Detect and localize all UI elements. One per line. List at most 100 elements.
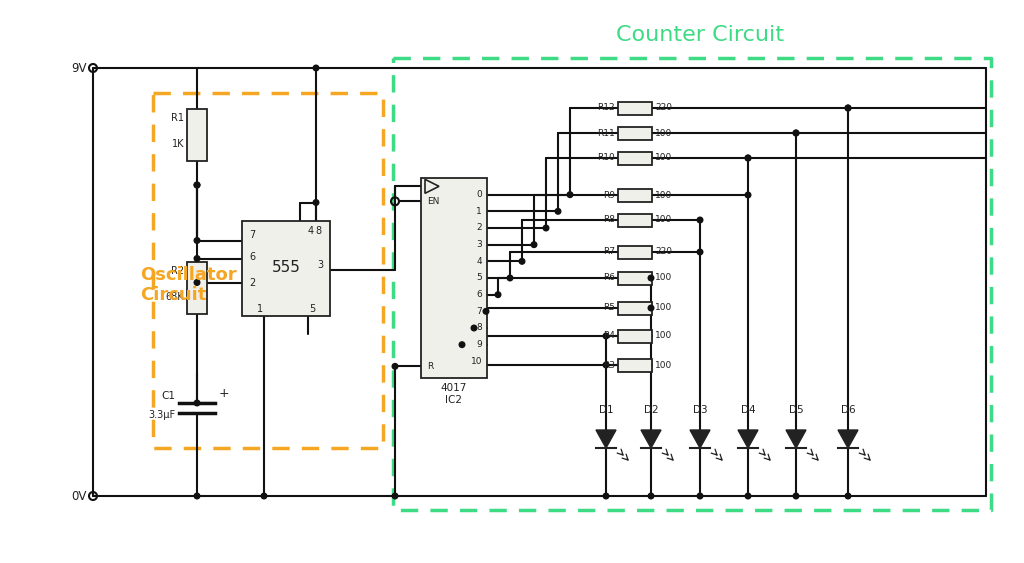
Bar (618, 271, 652, 284)
Text: R8: R8 (603, 216, 615, 225)
Text: 100: 100 (655, 360, 672, 369)
Bar (242, 221, 330, 315)
Circle shape (496, 292, 501, 297)
Circle shape (697, 249, 702, 255)
Text: R9: R9 (603, 190, 615, 199)
Text: R5: R5 (603, 303, 615, 312)
Bar (618, 189, 652, 202)
Circle shape (543, 225, 549, 231)
Text: 100: 100 (655, 128, 672, 137)
Text: 220: 220 (655, 104, 672, 113)
Text: 10: 10 (470, 357, 482, 366)
Text: 3: 3 (316, 260, 323, 270)
Bar (187, 109, 207, 161)
Text: R7: R7 (603, 248, 615, 257)
Text: 9: 9 (476, 340, 482, 349)
Polygon shape (690, 430, 710, 448)
Text: D4: D4 (740, 405, 756, 415)
Text: 7: 7 (476, 307, 482, 316)
Text: 100: 100 (655, 216, 672, 225)
Bar (187, 262, 207, 314)
Text: IC2: IC2 (445, 395, 463, 405)
Text: 0: 0 (476, 190, 482, 199)
Circle shape (195, 280, 200, 285)
Polygon shape (838, 430, 858, 448)
Circle shape (392, 364, 397, 369)
Circle shape (745, 493, 751, 499)
Text: EN: EN (427, 197, 439, 206)
Text: Counter Circuit: Counter Circuit (616, 25, 784, 45)
Text: 2: 2 (476, 224, 482, 233)
Circle shape (567, 192, 572, 198)
Text: 4: 4 (308, 226, 314, 235)
Polygon shape (738, 430, 758, 448)
Circle shape (459, 342, 465, 347)
Circle shape (519, 258, 524, 264)
Text: 100: 100 (655, 332, 672, 341)
Text: 0V: 0V (72, 489, 87, 503)
Text: 3.3μF: 3.3μF (147, 410, 175, 420)
Circle shape (648, 275, 653, 281)
Circle shape (603, 362, 609, 368)
Circle shape (507, 275, 513, 281)
Bar (618, 101, 652, 114)
Bar (618, 359, 652, 372)
Text: D6: D6 (841, 405, 855, 415)
Text: R1: R1 (171, 113, 184, 123)
Text: 1: 1 (257, 303, 263, 314)
Text: 68K: 68K (165, 292, 184, 302)
Circle shape (195, 256, 200, 261)
Text: +: + (219, 387, 229, 400)
Text: Oscillator
Circuit: Oscillator Circuit (140, 266, 237, 305)
Bar (618, 213, 652, 226)
Text: 1K: 1K (171, 139, 184, 149)
Bar (421, 178, 487, 378)
Circle shape (313, 200, 318, 205)
Text: D2: D2 (644, 405, 658, 415)
Text: R4: R4 (603, 332, 615, 341)
Text: D3: D3 (692, 405, 708, 415)
Text: 100: 100 (655, 154, 672, 163)
Text: 4: 4 (476, 257, 482, 266)
Bar (618, 151, 652, 164)
Circle shape (195, 182, 200, 188)
Text: 555: 555 (271, 261, 300, 275)
Circle shape (471, 325, 477, 331)
Circle shape (648, 305, 653, 311)
Text: 100: 100 (655, 274, 672, 283)
Text: D1: D1 (599, 405, 613, 415)
Polygon shape (786, 430, 806, 448)
Bar (618, 245, 652, 258)
Circle shape (794, 130, 799, 136)
Text: R11: R11 (597, 128, 615, 137)
Bar (618, 329, 652, 342)
Text: R2: R2 (171, 266, 184, 276)
Bar (618, 127, 652, 140)
Circle shape (845, 105, 851, 111)
Text: 2: 2 (249, 278, 255, 288)
Circle shape (697, 493, 702, 499)
Circle shape (745, 155, 751, 161)
Circle shape (483, 309, 488, 314)
Circle shape (261, 493, 267, 499)
Polygon shape (641, 430, 662, 448)
Text: R: R (427, 362, 433, 371)
Circle shape (195, 182, 200, 188)
Text: 220: 220 (655, 248, 672, 257)
Circle shape (745, 192, 751, 198)
Circle shape (195, 493, 200, 499)
Text: R6: R6 (603, 274, 615, 283)
Circle shape (745, 155, 751, 161)
Circle shape (697, 217, 702, 223)
Text: 7: 7 (249, 230, 255, 239)
Circle shape (845, 493, 851, 499)
Text: 9V: 9V (72, 61, 87, 74)
Circle shape (195, 400, 200, 406)
Circle shape (794, 493, 799, 499)
Circle shape (392, 493, 397, 499)
Circle shape (603, 493, 609, 499)
Circle shape (794, 130, 799, 136)
Polygon shape (596, 430, 616, 448)
Text: D5: D5 (788, 405, 803, 415)
Circle shape (555, 208, 561, 214)
